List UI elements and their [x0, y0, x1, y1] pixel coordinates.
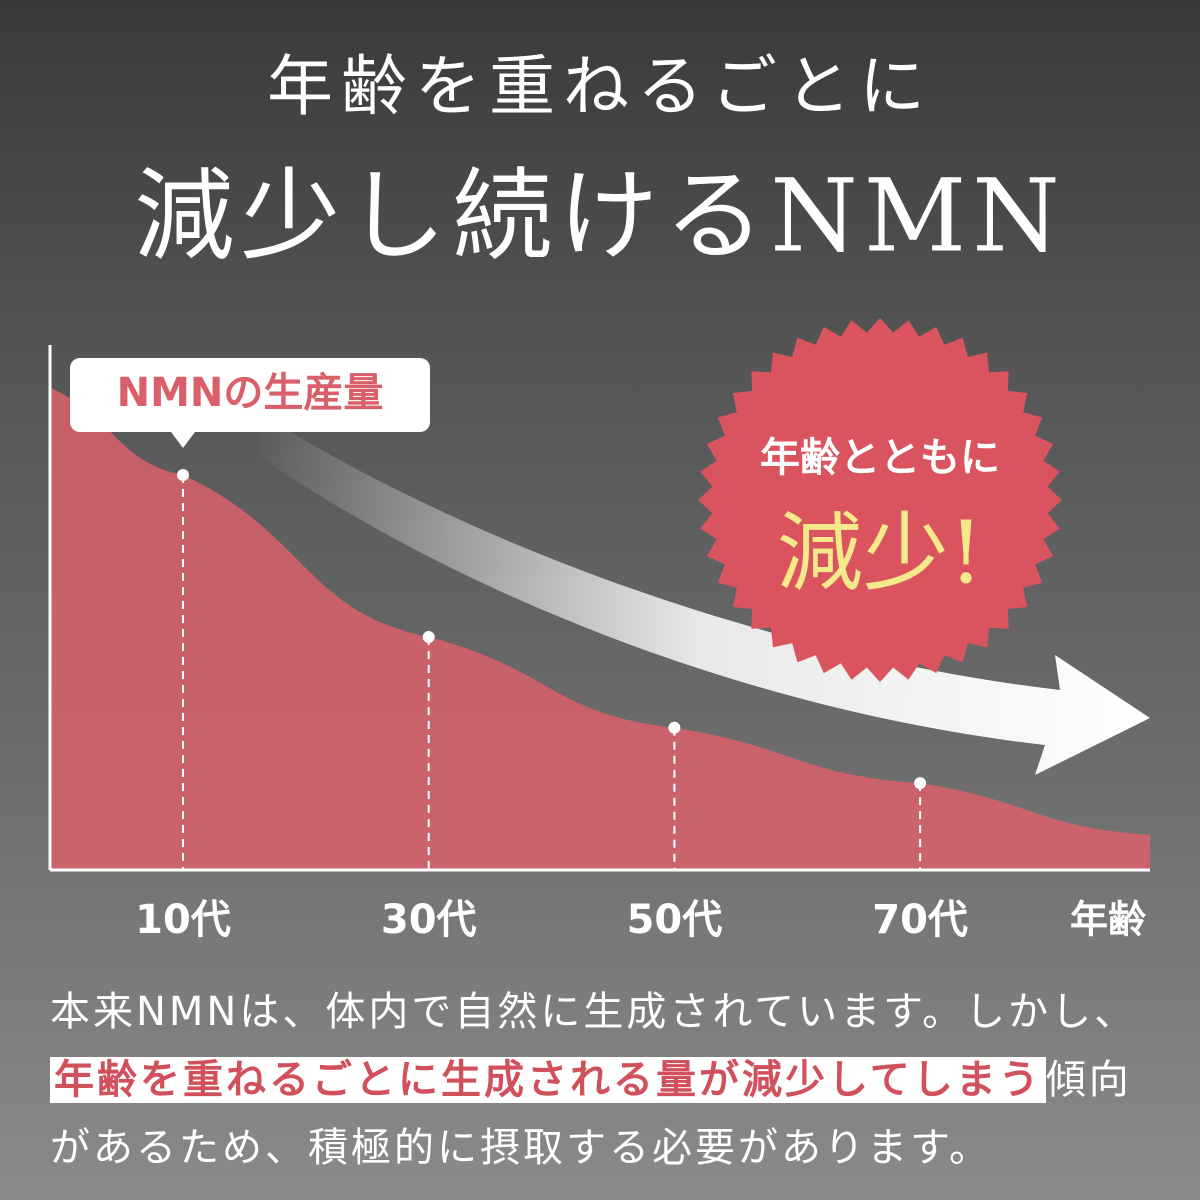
body-part2: 傾向があるため、積極的に摂取する必要があります。	[50, 1057, 1132, 1171]
legend-label: NMNの生産量	[117, 370, 384, 416]
badge-line2: 減少!	[777, 504, 984, 604]
area	[50, 387, 1150, 870]
x-tick-label: 10代	[135, 897, 231, 943]
x-axis-label: 年齢	[1070, 898, 1146, 942]
data-point	[914, 777, 927, 790]
badge-line1: 年齢とともに	[760, 435, 1000, 481]
body-part1: 本来NMNは、体内で自然に生成されています。しかし、	[50, 989, 1138, 1035]
x-tick-label: 50代	[627, 897, 723, 943]
legend-box	[70, 358, 430, 448]
body-text: 本来NMNは、体内で自然に生成されています。しかし、年齢を重ねるごとに生成される…	[50, 978, 1160, 1182]
data-point	[177, 469, 189, 481]
data-point	[422, 630, 435, 643]
badge	[698, 318, 1062, 682]
x-tick-label: 70代	[872, 897, 968, 943]
heading-line2: 減少し続けるNMN	[134, 158, 1065, 275]
heading-line1: 年齢を重ねるごとに	[267, 48, 933, 125]
body-highlight: 年齢を重ねるごとに生成される量が減少してしまう	[50, 1057, 1046, 1103]
x-tick-label: 30代	[381, 897, 477, 943]
chart: 年齢を重ねるごとに 減少し続けるNMN 10代 30代 50代 70代 年齢 NMNの生産…	[48, 48, 1150, 943]
trend-arrow	[250, 420, 1150, 775]
data-point	[668, 721, 681, 734]
